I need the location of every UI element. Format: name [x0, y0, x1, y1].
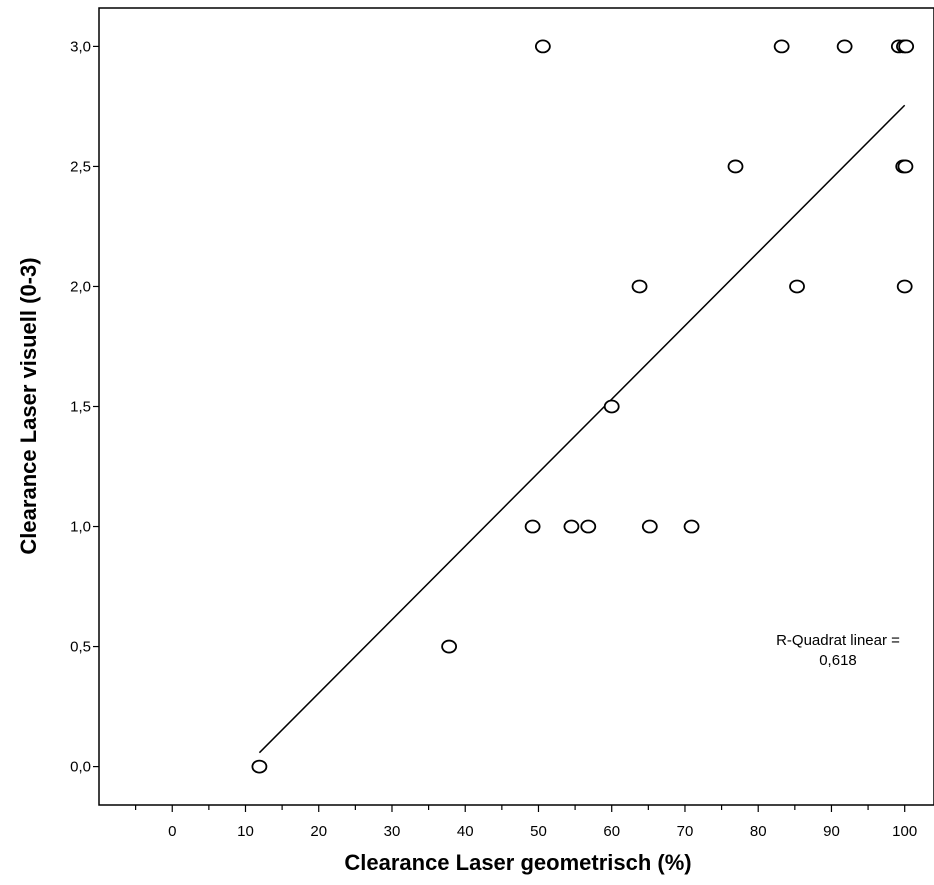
- data-point: [251, 759, 268, 774]
- x-tick-label: 100: [892, 823, 917, 840]
- data-point: [563, 519, 580, 534]
- x-tick-label: 10: [237, 823, 254, 840]
- x-tick-label: 20: [310, 823, 327, 840]
- data-point: [683, 519, 700, 534]
- data-point: [836, 39, 853, 54]
- y-tick-label: 1,5: [70, 399, 91, 416]
- y-tick-label: 2,5: [70, 158, 91, 175]
- data-point: [898, 39, 915, 54]
- data-point: [641, 519, 658, 534]
- x-axis-title: Clearance Laser geometrisch (%): [344, 850, 691, 875]
- data-point: [580, 519, 597, 534]
- x-tick-label: 60: [603, 823, 620, 840]
- data-point: [631, 279, 648, 294]
- r-squared-label: R-Quadrat linear =: [776, 632, 900, 649]
- data-point: [603, 399, 620, 414]
- r-squared-value: 0,618: [819, 652, 857, 669]
- x-tick-label: 0: [168, 823, 176, 840]
- data-points: [251, 39, 915, 774]
- data-point: [789, 279, 805, 294]
- data-point: [534, 39, 551, 54]
- x-tick-label: 50: [530, 823, 547, 840]
- data-point: [773, 39, 790, 54]
- x-axis-ticks: 0 10 20 30 40 50 60 70 80 90 100: [135, 805, 917, 840]
- x-tick-label: 40: [457, 823, 474, 840]
- plot-frame: [98, 7, 934, 806]
- data-point: [897, 159, 914, 174]
- regression-line: [258, 104, 906, 754]
- y-tick-label: 0,0: [70, 759, 91, 776]
- y-axis-ticks: 0,0 0,5 1,0 1,5 2,0 2,5 3,0: [70, 38, 99, 776]
- x-tick-label: 90: [823, 823, 840, 840]
- data-point: [896, 279, 913, 294]
- x-tick-label: 80: [750, 823, 767, 840]
- data-point: [727, 159, 744, 174]
- y-axis-title: Clearance Laser visuell (0-3): [16, 257, 41, 554]
- y-tick-label: 2,0: [70, 278, 91, 295]
- data-point: [524, 519, 541, 534]
- data-point: [441, 639, 458, 654]
- y-tick-label: 3,0: [70, 38, 91, 55]
- y-tick-label: 1,0: [70, 519, 91, 536]
- y-tick-label: 0,5: [70, 639, 91, 656]
- fit-line-group: [258, 104, 906, 754]
- x-tick-label: 30: [384, 823, 401, 840]
- x-tick-label: 70: [677, 823, 694, 840]
